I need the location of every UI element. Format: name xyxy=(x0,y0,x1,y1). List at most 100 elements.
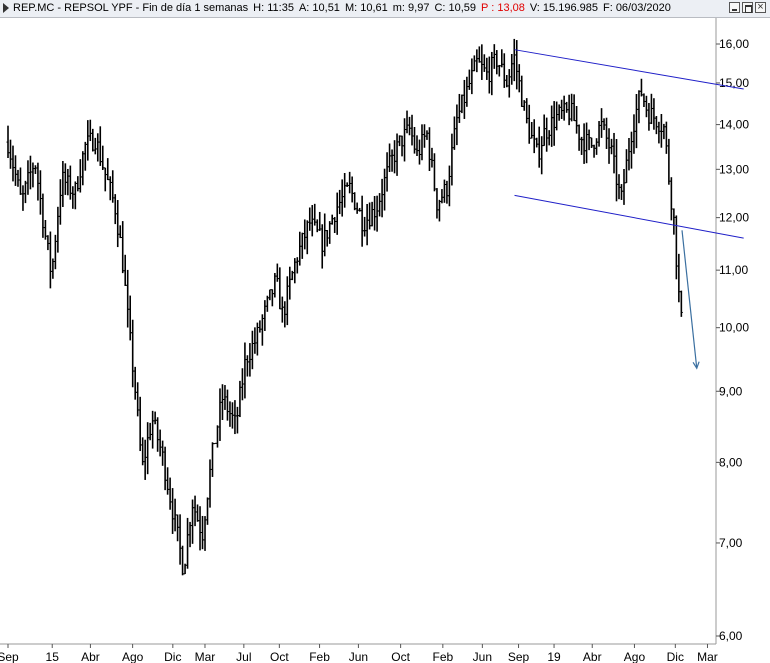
title-part: A: 10,51 xyxy=(298,2,340,14)
close-icon[interactable]: × xyxy=(755,1,766,13)
price-bar xyxy=(303,219,307,250)
price-bar xyxy=(472,55,476,72)
chart-title: REP.MC - REPSOL YPF - Fin de día 1 seman… xyxy=(13,2,676,14)
price-bar xyxy=(73,181,77,210)
price-bar xyxy=(637,90,641,124)
price-bar xyxy=(21,185,25,211)
price-bar xyxy=(577,124,581,151)
price-bar xyxy=(146,422,150,475)
price-bar xyxy=(138,396,142,452)
price-bar xyxy=(93,137,97,155)
x-tick-label: Dic xyxy=(667,650,684,663)
price-bar xyxy=(440,189,444,204)
price-bar xyxy=(98,126,102,166)
channel-upper-line xyxy=(514,49,744,90)
price-bar xyxy=(223,385,227,410)
price-bar xyxy=(582,123,586,164)
price-bar xyxy=(415,135,419,157)
x-tick-label: 19 xyxy=(547,650,561,663)
price-bar xyxy=(552,101,556,146)
minimize-icon[interactable] xyxy=(729,2,740,13)
collapse-arrow-icon[interactable] xyxy=(3,3,9,13)
price-bar xyxy=(68,165,72,200)
price-bar xyxy=(410,114,414,146)
price-bar xyxy=(270,289,274,307)
y-tick-label: 7,00 xyxy=(719,536,743,550)
price-bar xyxy=(679,290,683,317)
price-bar xyxy=(495,50,499,75)
price-bar xyxy=(305,220,309,255)
price-bar xyxy=(373,196,377,231)
price-bar xyxy=(445,180,449,204)
price-bar xyxy=(318,211,322,231)
price-bar xyxy=(597,121,601,147)
price-bar xyxy=(285,276,289,326)
x-tick-label: Mar xyxy=(697,650,718,663)
price-bar xyxy=(13,155,17,186)
price-bar xyxy=(480,44,484,80)
price-bar xyxy=(210,442,214,477)
price-bar xyxy=(233,400,237,435)
price-bar xyxy=(545,117,549,152)
price-bar xyxy=(595,138,599,155)
price-bar xyxy=(437,199,441,222)
price-bar xyxy=(550,105,554,147)
price-bar xyxy=(477,46,481,63)
price-bar xyxy=(28,155,32,190)
x-tick-label: Jul xyxy=(236,650,251,663)
restore-icon[interactable] xyxy=(742,2,753,13)
price-bar xyxy=(273,272,277,298)
price-bar xyxy=(430,147,434,168)
price-bar xyxy=(131,319,135,388)
price-bar xyxy=(71,186,75,209)
price-chart: 16,0015,0014,0013,0012,0011,0010,009,008… xyxy=(0,18,749,663)
price-bar xyxy=(627,137,631,171)
price-bar xyxy=(83,141,87,171)
price-bar xyxy=(432,153,436,192)
price-bar xyxy=(178,514,182,565)
price-bar xyxy=(235,406,239,434)
price-bar xyxy=(333,217,337,234)
price-bar xyxy=(390,149,394,172)
x-tick-label: Oct xyxy=(391,650,410,663)
y-tick-label: 11,00 xyxy=(719,263,748,277)
price-bar xyxy=(378,193,382,217)
price-bar xyxy=(176,514,180,542)
price-bar xyxy=(370,201,374,227)
price-bar xyxy=(106,158,110,181)
price-bar xyxy=(108,176,112,201)
price-bar xyxy=(482,54,486,72)
price-bar xyxy=(263,300,267,331)
price-bar xyxy=(669,177,673,221)
price-bar xyxy=(507,69,511,98)
price-bars xyxy=(6,38,683,576)
price-bar xyxy=(340,179,344,217)
price-bar xyxy=(56,206,60,253)
price-bar xyxy=(38,170,42,215)
price-bar xyxy=(300,232,304,259)
price-bar xyxy=(542,114,546,147)
price-bar xyxy=(250,330,254,370)
price-bar xyxy=(365,203,369,246)
price-bar xyxy=(26,160,30,195)
price-bar xyxy=(323,213,327,257)
price-bar xyxy=(450,133,454,186)
price-bar xyxy=(617,174,621,200)
price-bar xyxy=(470,58,474,95)
price-bar xyxy=(505,74,509,88)
price-bar xyxy=(123,254,127,286)
channel-lower-line xyxy=(514,194,744,239)
x-tick-label: Sep xyxy=(0,650,19,663)
price-bar xyxy=(181,545,185,576)
price-bar xyxy=(532,119,536,154)
price-bar xyxy=(607,128,611,164)
price-bar xyxy=(664,121,668,154)
title-part: C: 10,59 xyxy=(434,2,477,14)
price-bar xyxy=(622,169,626,205)
price-bar xyxy=(639,78,643,97)
x-tick-label: Feb xyxy=(432,650,453,663)
price-bar xyxy=(253,327,257,354)
price-bar xyxy=(624,149,628,184)
price-bar xyxy=(88,119,92,142)
price-bar xyxy=(43,220,47,240)
